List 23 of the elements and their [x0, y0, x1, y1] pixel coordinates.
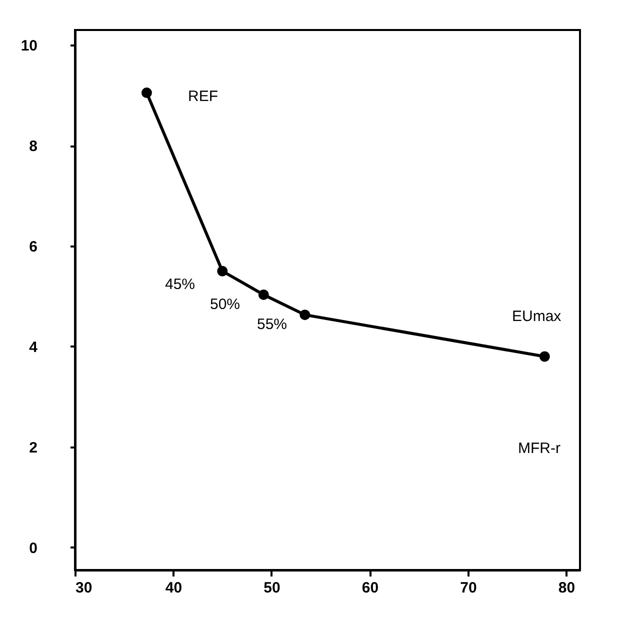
y-tick-label: 2: [29, 439, 38, 456]
x-tick-label: 60: [362, 580, 379, 596]
y-tick-label: 8: [29, 138, 38, 156]
annotation: EUmax: [512, 308, 562, 325]
annotation: MFR-r: [518, 440, 560, 457]
annotation: 50%: [210, 296, 240, 313]
x-tick-label: 40: [165, 580, 182, 596]
point: [141, 88, 152, 98]
annotation: REF: [188, 88, 218, 105]
point: [217, 266, 228, 276]
point: [300, 310, 310, 320]
y-tick-label: 0: [29, 540, 38, 557]
x-tick-label: 50: [264, 580, 280, 596]
point: [539, 351, 550, 362]
annotation: 45%: [165, 276, 196, 293]
y-tick-label: 6: [29, 238, 38, 256]
point: [258, 289, 269, 300]
x-tick-label: 80: [558, 580, 576, 596]
x-tick-label: 70: [460, 580, 477, 596]
annotation: 55%: [257, 316, 288, 333]
x-tick-label: 30: [76, 580, 92, 596]
y-tick-label: 10: [20, 38, 38, 55]
y-tick-label: 4: [29, 338, 38, 356]
